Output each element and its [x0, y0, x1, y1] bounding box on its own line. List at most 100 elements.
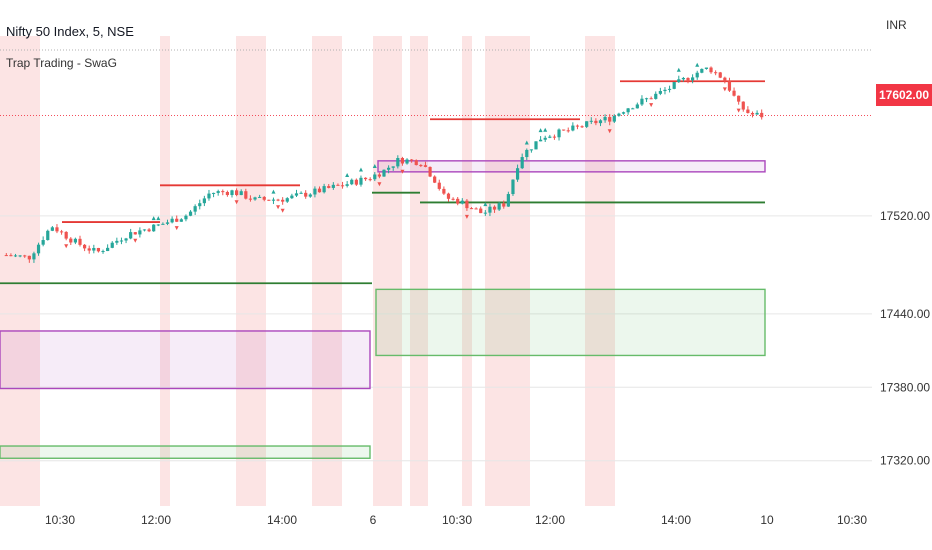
time-tick-label: 14:00 — [661, 513, 691, 527]
candle-body — [575, 125, 580, 127]
candle-body — [235, 190, 239, 196]
trap-down-marker — [464, 214, 469, 219]
candle-body — [704, 67, 709, 69]
candle-body — [225, 191, 229, 196]
shade-band — [236, 36, 266, 506]
candle-body — [460, 200, 464, 204]
trap-down-marker — [64, 244, 69, 249]
time-tick-label: 10:30 — [45, 513, 75, 527]
trap-down-marker — [377, 182, 382, 187]
trap-up-marker — [372, 164, 377, 169]
candle-body — [73, 238, 77, 243]
trap-down-marker — [400, 169, 405, 174]
candle-body — [276, 199, 280, 201]
candle-body — [55, 227, 59, 232]
trap-down-marker — [280, 208, 285, 213]
shade-band — [485, 36, 530, 506]
candle-body — [304, 192, 308, 197]
trap-up-marker — [358, 167, 363, 172]
trap-up-marker — [543, 127, 548, 132]
time-tick-label: 10 — [760, 513, 774, 527]
candle-body — [677, 79, 681, 83]
candle-body — [562, 129, 566, 131]
zone-boxes — [0, 160, 766, 459]
candle-body — [294, 193, 299, 196]
time-tick-label: 14:00 — [267, 513, 297, 527]
candle-body — [175, 218, 179, 222]
price-axis: 17320.00 17380.00 17440.00 17520.00 — [880, 209, 930, 468]
zone-box — [0, 445, 371, 459]
candle-body — [147, 229, 151, 232]
candle-body — [92, 247, 96, 251]
candle-body — [27, 255, 31, 260]
candle-body — [714, 72, 718, 74]
candle-body — [211, 192, 216, 194]
candle-body — [271, 199, 276, 201]
candle-body — [428, 166, 432, 177]
candle-body — [129, 232, 133, 239]
candle-body — [492, 206, 497, 210]
candle-body — [755, 112, 759, 115]
candle-body — [506, 194, 510, 207]
candle-body — [520, 157, 524, 169]
candle-body — [700, 68, 704, 73]
level-lines — [0, 80, 765, 285]
candle-body — [552, 136, 557, 138]
candle-body — [691, 77, 695, 81]
candle-body — [644, 98, 649, 100]
candle-body — [442, 188, 446, 194]
candle-body — [414, 160, 418, 166]
candle-body — [732, 90, 736, 96]
candle-series — [4, 62, 764, 263]
last-price-tag: 17602.00 — [876, 84, 932, 106]
candle-body — [723, 77, 727, 82]
candle-body — [340, 185, 345, 187]
time-tick-label: 12:00 — [535, 513, 565, 527]
trap-up-marker — [538, 128, 543, 133]
candle-body — [405, 159, 409, 164]
candle-body — [566, 130, 570, 132]
shade-band — [312, 36, 342, 506]
candle-body — [571, 125, 575, 131]
candle-body — [331, 184, 335, 188]
price-tick-label: 17520.00 — [880, 209, 930, 223]
candle-body — [640, 98, 644, 105]
candle-body — [281, 199, 285, 202]
time-tick-label: 10:30 — [442, 513, 472, 527]
trap-down-marker — [649, 103, 654, 108]
candle-body — [598, 120, 603, 124]
candle-body — [142, 229, 147, 231]
candle-body — [354, 179, 358, 185]
trap-up-marker — [271, 189, 276, 194]
candle-body — [511, 179, 515, 195]
candle-body — [400, 158, 405, 164]
candle-body — [433, 176, 437, 183]
candle-body — [359, 177, 363, 185]
candle-body — [479, 208, 483, 214]
candle-body — [32, 253, 36, 260]
time-tick-label: 6 — [370, 513, 377, 527]
candle-body — [658, 91, 662, 94]
shade-band — [0, 36, 40, 506]
session-shading — [0, 36, 615, 506]
candle-body — [483, 212, 487, 214]
trap-down-marker — [736, 108, 741, 113]
candle-body — [534, 141, 538, 150]
candle-body — [539, 139, 543, 142]
price-tick-label: 17320.00 — [880, 454, 930, 468]
candle-body — [612, 115, 616, 122]
candle-body — [667, 88, 672, 90]
candle-body — [635, 104, 639, 109]
trap-up-marker — [695, 62, 700, 67]
candle-body — [133, 232, 137, 235]
time-axis: 10:30 12:00 14:00 6 10:30 12:00 14:00 10 10:30 — [45, 513, 867, 527]
candle-body — [13, 255, 18, 257]
candle-body — [548, 136, 552, 138]
candle-body — [525, 149, 529, 158]
candle-body — [515, 168, 520, 180]
candle-body — [216, 191, 220, 193]
candle-body — [285, 198, 289, 202]
candle-body — [207, 193, 211, 199]
candle-body — [41, 240, 45, 245]
